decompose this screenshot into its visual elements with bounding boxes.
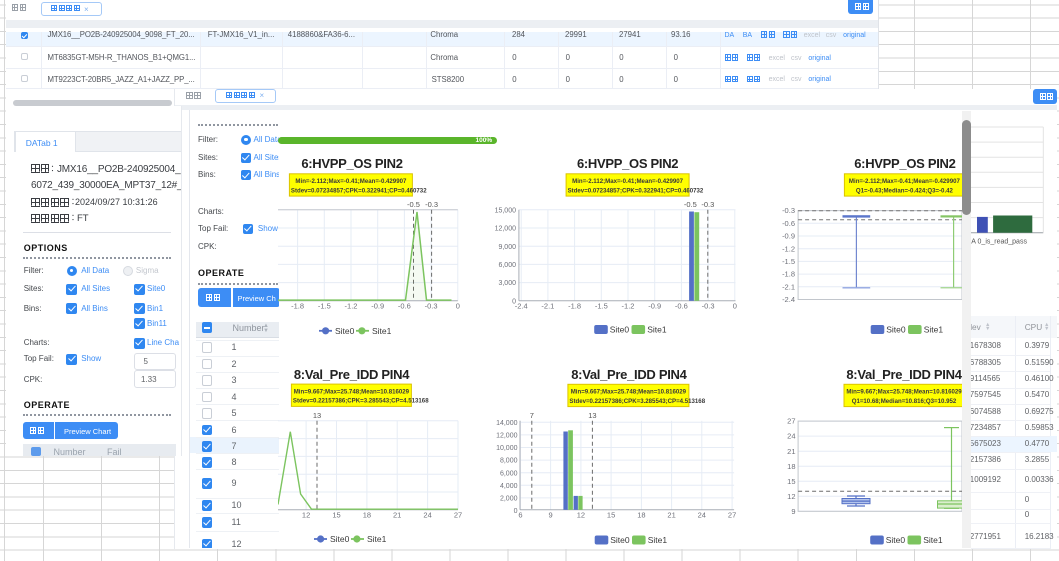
svg-text:9: 9 [791,506,795,515]
svg-text:12,000: 12,000 [495,225,517,232]
svg-text:-1.2: -1.2 [782,244,795,253]
svg-text:15: 15 [787,476,795,485]
svg-text:-1.5: -1.5 [595,301,608,310]
svg-text:6,000: 6,000 [498,262,516,269]
svg-text:15,000: 15,000 [495,207,517,214]
svg-text:-0.9: -0.9 [648,301,661,310]
svg-text:Site1: Site1 [372,326,392,336]
svg-text:14,000: 14,000 [496,419,518,426]
svg-text:21: 21 [787,446,795,455]
svg-text:A 0_is_read_pass: A 0_is_read_pass [971,239,1027,246]
svg-text:21: 21 [667,510,675,519]
svg-text:6:HVPP_OS PIN2: 6:HVPP_OS PIN2 [301,156,402,171]
svg-text:Site1: Site1 [647,324,667,334]
svg-text:18: 18 [637,510,645,519]
svg-text:Min=-2.112;Max=-0.41;Mean=-0.4: Min=-2.112;Max=-0.41;Mean=-0.429907 [295,178,407,185]
svg-text:-1.8: -1.8 [291,301,304,310]
svg-text:-1.5: -1.5 [782,257,795,266]
svg-text:Site0: Site0 [330,534,350,544]
svg-text:-2.1: -2.1 [782,282,795,291]
svg-text:27: 27 [787,416,795,425]
svg-text:Stdev=0.07234857;CPK=0.322941;: Stdev=0.07234857;CPK=0.322941;CP=0.46073… [291,187,427,194]
svg-text:9: 9 [549,510,553,519]
svg-text:-1.2: -1.2 [345,301,358,310]
svg-text:6:HVPP_OS PIN2: 6:HVPP_OS PIN2 [577,156,678,171]
svg-text:6:HVPP_OS PIN2: 6:HVPP_OS PIN2 [854,156,955,171]
svg-text:21: 21 [393,510,401,519]
svg-text:-0.5: -0.5 [684,200,697,209]
svg-text:24: 24 [698,510,706,519]
svg-text:-1.8: -1.8 [782,269,795,278]
svg-text:-0.9: -0.9 [371,301,384,310]
svg-text:-0.3: -0.3 [701,200,714,209]
svg-text:-0.3: -0.3 [782,206,795,215]
svg-text:Site1: Site1 [924,324,944,334]
svg-text:Site0: Site0 [610,324,630,334]
svg-text:0: 0 [456,301,460,310]
svg-text:15: 15 [607,510,615,519]
svg-text:6,000: 6,000 [500,470,518,477]
svg-text:-0.3: -0.3 [425,200,438,209]
svg-text:13: 13 [588,411,596,420]
svg-text:Site0: Site0 [335,326,355,336]
svg-text:3,000: 3,000 [498,280,516,287]
svg-text:-0.3: -0.3 [702,301,715,310]
svg-text:Q1=10.68;Median=10.816;Q3=10.9: Q1=10.68;Median=10.816;Q3=10.952 [852,397,957,404]
svg-text:0: 0 [514,508,518,515]
svg-text:9,000: 9,000 [498,243,516,250]
svg-text:Min=9.667;Max=25.748;Mean=10.8: Min=9.667;Max=25.748;Mean=10.816029 [571,388,687,395]
svg-text:12: 12 [787,491,795,500]
svg-text:8:Val_Pre_IDD PIN4: 8:Val_Pre_IDD PIN4 [571,367,687,382]
svg-text:10,000: 10,000 [496,445,518,452]
svg-text:2,000: 2,000 [500,495,518,502]
svg-text:12,000: 12,000 [496,432,518,439]
svg-text:Stdev=0.22157386;CPK=3.285543;: Stdev=0.22157386;CPK=3.285543;CP=4.51316… [293,397,429,404]
svg-text:Min=-2.112;Max=-0.41;Mean=-0.4: Min=-2.112;Max=-0.41;Mean=-0.429907 [849,178,961,185]
svg-text:Min=-2.112;Max=-0.41;Mean=-0.4: Min=-2.112;Max=-0.41;Mean=-0.429907 [572,178,684,185]
svg-text:Site1: Site1 [367,534,387,544]
svg-text:8:Val_Pre_IDD PIN4: 8:Val_Pre_IDD PIN4 [294,367,410,382]
svg-text:-2.1: -2.1 [541,301,554,310]
svg-text:-0.6: -0.6 [675,301,688,310]
svg-text:-1.8: -1.8 [568,301,581,310]
svg-text:Site0: Site0 [610,535,630,545]
svg-text:-0.6: -0.6 [782,218,795,227]
svg-text:18: 18 [787,461,795,470]
svg-text:27: 27 [728,510,736,519]
svg-text:6: 6 [518,510,522,519]
svg-text:Site0: Site0 [886,535,906,545]
svg-text:27: 27 [454,510,462,519]
svg-text:18: 18 [363,510,371,519]
svg-text:0: 0 [733,301,737,310]
svg-text:7: 7 [530,411,534,420]
svg-text:-2.4: -2.4 [782,295,795,304]
svg-text:8:Val_Pre_IDD PIN4: 8:Val_Pre_IDD PIN4 [846,367,962,382]
svg-text:12: 12 [577,510,585,519]
svg-text:Min=9.667;Max=25.748;Mean=10.8: Min=9.667;Max=25.748;Mean=10.816029 [294,388,410,395]
svg-text:-0.5: -0.5 [407,200,420,209]
svg-text:-0.6: -0.6 [398,301,411,310]
svg-text:Site1: Site1 [648,535,668,545]
svg-text:Stdev=0.22157386;CPK=3.285543;: Stdev=0.22157386;CPK=3.285543;CP=4.51316… [569,397,705,404]
svg-text:-2.4: -2.4 [515,301,528,310]
svg-text:-1.2: -1.2 [622,301,635,310]
svg-text:Site1: Site1 [923,535,943,545]
svg-text:Site0: Site0 [886,324,906,334]
svg-text:15: 15 [332,510,340,519]
svg-text:12: 12 [302,510,310,519]
svg-text:-0.9: -0.9 [782,231,795,240]
svg-text:0: 0 [512,298,516,305]
svg-text:Min=9.667;Max=25.748;Mean=10.8: Min=9.667;Max=25.748;Mean=10.816029 [846,388,962,395]
svg-text:13: 13 [313,411,321,420]
svg-text:Stdev=0.07234857;CPK=0.322941;: Stdev=0.07234857;CPK=0.322941;CP=0.46073… [568,187,704,194]
svg-text:8,000: 8,000 [500,457,518,464]
svg-text:24: 24 [423,510,431,519]
svg-text:24: 24 [787,431,795,440]
svg-text:4,000: 4,000 [500,482,518,489]
svg-text:-0.3: -0.3 [425,301,438,310]
svg-text:-1.5: -1.5 [318,301,331,310]
svg-text:Q1=-0.43;Median=-0.424;Q3=-0.4: Q1=-0.43;Median=-0.424;Q3=-0.42 [856,187,954,194]
